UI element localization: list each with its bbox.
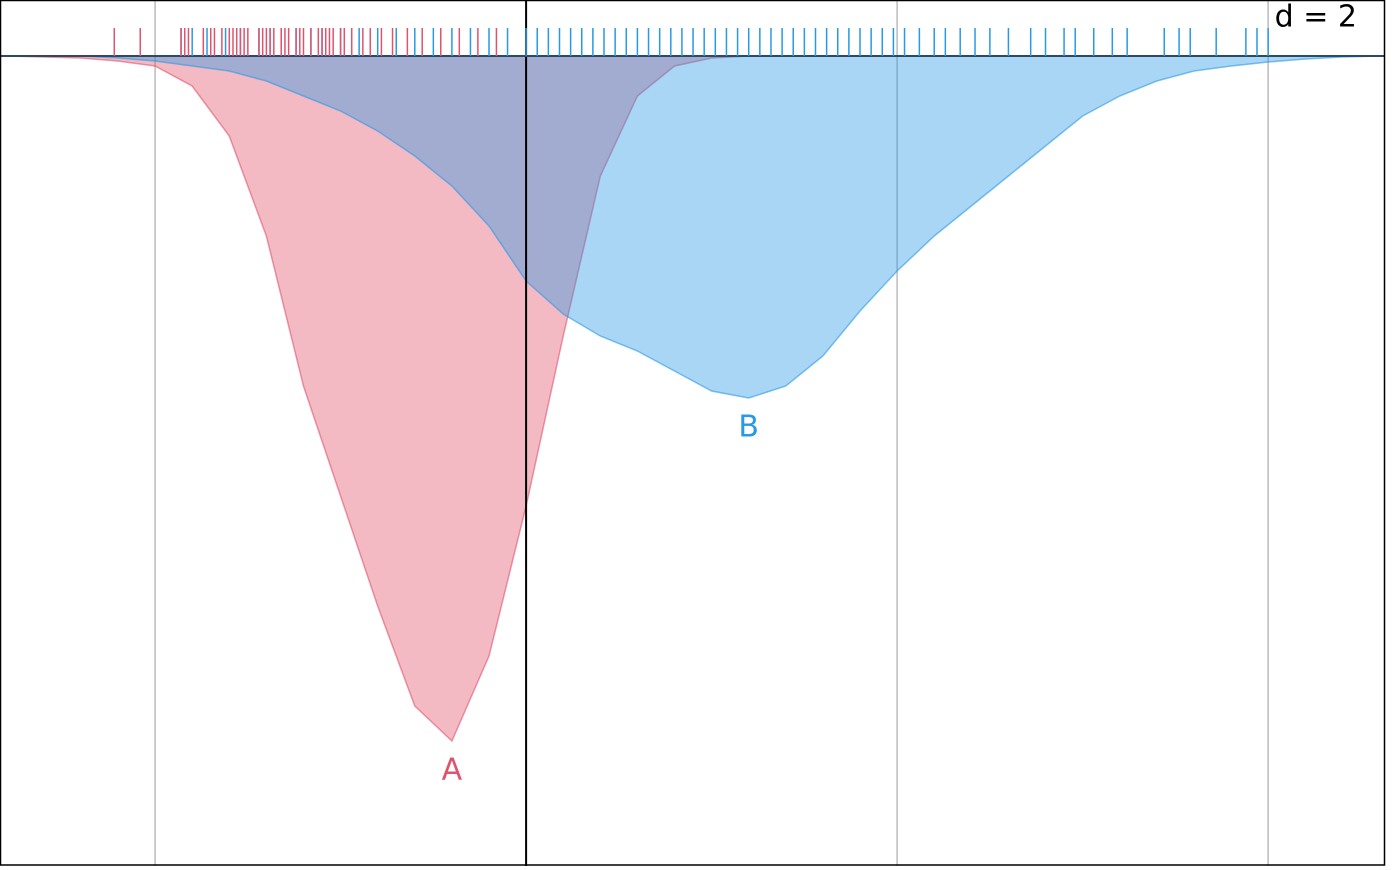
series-label: A [442,753,463,788]
density-area [6,55,1380,399]
chart-title: d = 2 [1275,0,1357,35]
series-label: B [738,410,759,445]
